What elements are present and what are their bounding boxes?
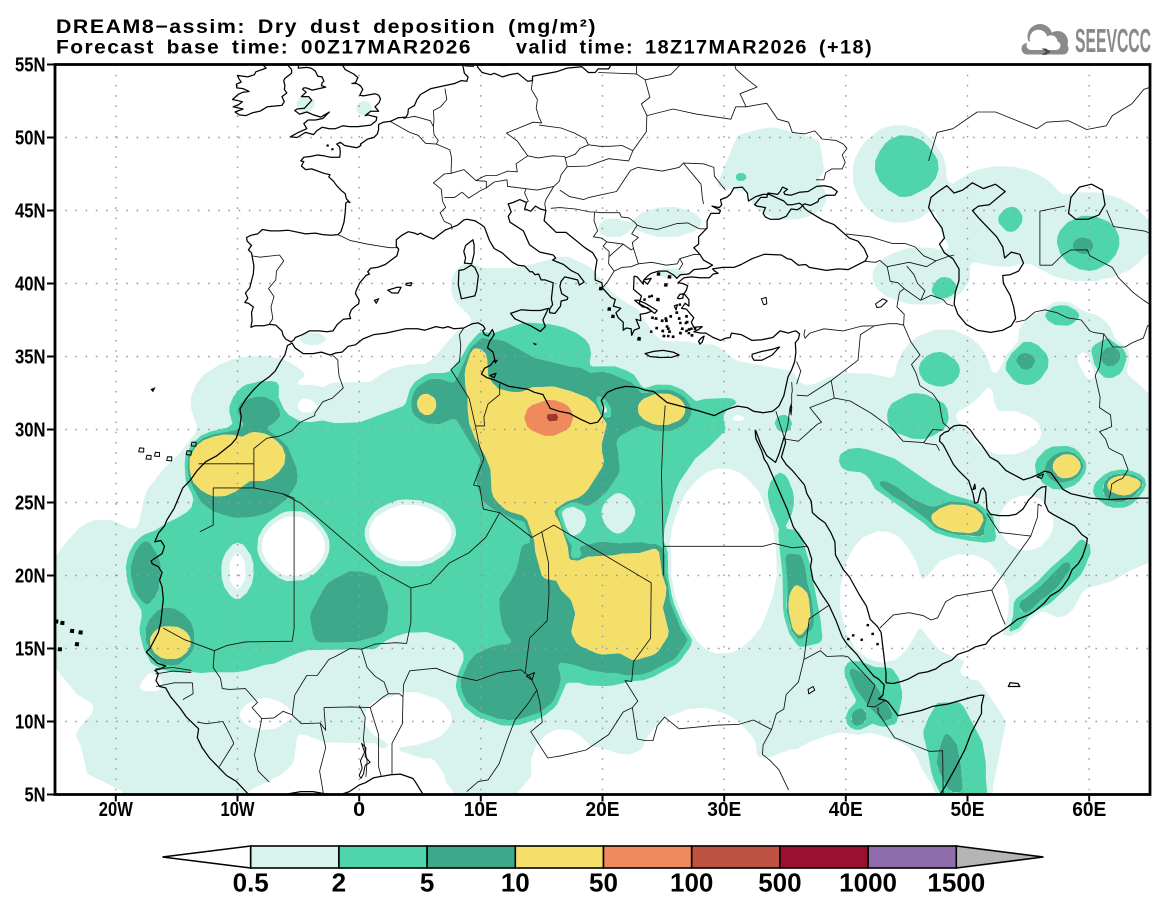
svg-text:5N: 5N [25, 784, 46, 807]
svg-text:40E: 40E [829, 798, 863, 821]
svg-text:Forecast base time: 00Z17MAR20: Forecast base time: 00Z17MAR2026 [56, 38, 472, 59]
svg-text:5: 5 [420, 868, 434, 898]
svg-text:1000: 1000 [839, 868, 897, 898]
svg-text:55N: 55N [15, 54, 46, 77]
svg-text:20E: 20E [586, 798, 620, 821]
svg-text:35N: 35N [15, 346, 46, 369]
svg-text:0.5: 0.5 [233, 868, 269, 898]
svg-text:40N: 40N [15, 273, 46, 296]
svg-text:20W: 20W [99, 798, 134, 821]
svg-text:45N: 45N [15, 200, 46, 223]
svg-text:30N: 30N [15, 419, 46, 442]
svg-text:20N: 20N [15, 565, 46, 588]
svg-text:10N: 10N [15, 711, 46, 734]
svg-text:2: 2 [332, 868, 346, 898]
svg-text:valid time: 18Z17MAR2026 (+18): valid time: 18Z17MAR2026 (+18) [516, 38, 873, 59]
svg-text:500: 500 [758, 868, 801, 898]
svg-text:50: 50 [589, 868, 618, 898]
svg-text:DREAM8−assim: Dry dust deposit: DREAM8−assim: Dry dust deposition (mg/m²… [56, 17, 597, 38]
svg-text:60E: 60E [1072, 798, 1106, 821]
svg-text:10: 10 [501, 868, 530, 898]
svg-text:SEEVCCC: SEEVCCC [1075, 22, 1151, 59]
svg-text:10W: 10W [221, 798, 256, 821]
svg-text:10E: 10E [464, 798, 498, 821]
svg-text:50E: 50E [951, 798, 985, 821]
svg-text:100: 100 [670, 868, 713, 898]
svg-text:30E: 30E [707, 798, 741, 821]
svg-text:50N: 50N [15, 127, 46, 150]
svg-text:25N: 25N [15, 492, 46, 515]
svg-text:0: 0 [353, 798, 365, 821]
svg-text:1500: 1500 [927, 868, 985, 898]
svg-text:15N: 15N [15, 638, 46, 661]
